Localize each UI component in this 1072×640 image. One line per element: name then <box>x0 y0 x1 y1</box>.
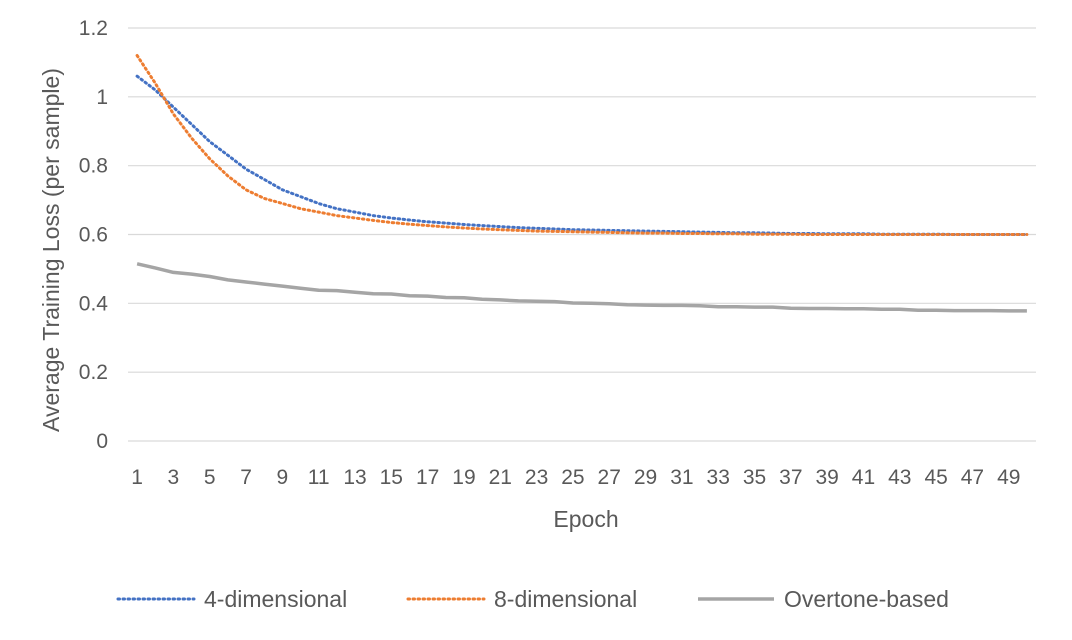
series-line-4-dimensional <box>135 74 1029 236</box>
series-line-overtone-based <box>136 262 1027 313</box>
x-axis-ticks: 1 3 5 7 9 11 13 15 17 19 21 23 25 27 29 31 33 35 37 39 41 43 4… <box>131 466 1020 489</box>
y-tick-label: 0.6 <box>79 224 108 247</box>
series-lines <box>135 54 1029 313</box>
x-tick-label: 15 <box>380 466 403 489</box>
series-line-8-dimensional <box>135 54 1029 236</box>
x-tick-label: 45 <box>924 466 947 489</box>
x-tick-label: 47 <box>961 466 984 489</box>
y-axis-title: Average Training Loss (per sample) <box>38 68 64 432</box>
x-tick-label: 35 <box>743 466 766 489</box>
x-tick-label: 39 <box>815 466 838 489</box>
x-tick-label: 21 <box>489 466 512 489</box>
x-tick-label: 19 <box>452 466 475 489</box>
y-tick-label: 0.2 <box>79 361 108 384</box>
x-tick-label: 13 <box>343 466 366 489</box>
x-tick-label: 25 <box>561 466 584 489</box>
legend-label: Overtone-based <box>784 586 949 612</box>
x-tick-label: 29 <box>634 466 657 489</box>
y-tick-label: 0.8 <box>79 155 108 178</box>
y-tick-label: 0.4 <box>79 292 109 315</box>
y-tick-label: 1 <box>96 86 108 109</box>
legend-label: 4-dimensional <box>204 586 347 612</box>
x-tick-label: 33 <box>707 466 730 489</box>
x-tick-label: 43 <box>888 466 911 489</box>
y-axis-ticks: 0 0.2 0.4 0.6 0.8 1 1.2 <box>79 17 109 453</box>
x-tick-label: 31 <box>670 466 693 489</box>
x-tick-label: 1 <box>131 466 143 489</box>
x-tick-label: 49 <box>997 466 1020 489</box>
legend-label: 8-dimensional <box>494 586 637 612</box>
x-tick-label: 9 <box>277 466 289 489</box>
x-tick-label: 23 <box>525 466 548 489</box>
x-tick-label: 11 <box>308 466 330 489</box>
y-tick-label: 0 <box>96 430 108 453</box>
x-axis-title: Epoch <box>553 506 618 532</box>
x-tick-label: 41 <box>852 466 875 489</box>
x-tick-label: 17 <box>416 466 439 489</box>
legend: 4-dimensional 8-dimensional Overtone-based <box>116 586 949 612</box>
x-tick-label: 3 <box>168 466 180 489</box>
x-tick-label: 5 <box>204 466 216 489</box>
x-tick-label: 27 <box>598 466 621 489</box>
x-tick-label: 37 <box>779 466 802 489</box>
x-tick-label: 7 <box>240 466 252 489</box>
y-tick-label: 1.2 <box>79 17 108 40</box>
